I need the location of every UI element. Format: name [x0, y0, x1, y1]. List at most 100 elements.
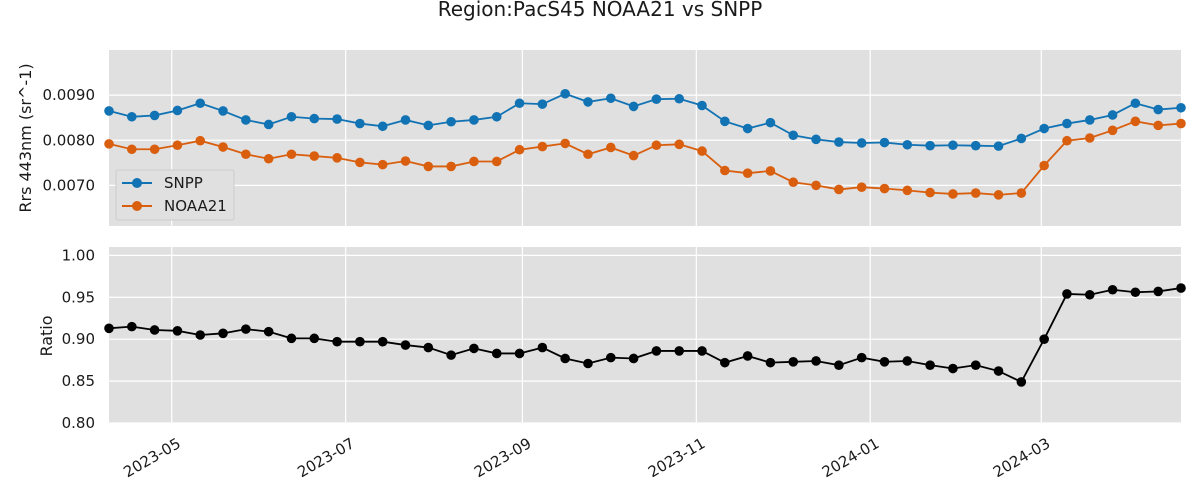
y-tick-label: 0.0070 — [43, 176, 96, 194]
data-point — [491, 156, 502, 167]
data-point — [263, 119, 274, 130]
data-point — [560, 88, 570, 99]
data-point — [469, 343, 479, 354]
legend-label-snpp: SNPP — [164, 174, 203, 192]
data-point — [765, 117, 776, 128]
data-point — [400, 115, 411, 125]
data-point — [1153, 286, 1163, 297]
data-point — [1062, 118, 1072, 129]
data-point — [605, 93, 616, 104]
data-point — [993, 366, 1004, 376]
data-point — [218, 328, 228, 339]
data-point — [651, 94, 662, 104]
y-tick-label: 1.00 — [62, 246, 95, 264]
data-point — [446, 350, 456, 360]
data-point — [172, 326, 183, 336]
data-point — [377, 121, 388, 132]
panel-top-y-axis-label: Rrs 443nm (sr^-1) — [16, 63, 35, 212]
data-point — [446, 161, 456, 172]
data-point — [902, 356, 913, 366]
data-point — [423, 342, 434, 353]
data-point — [1039, 160, 1049, 171]
data-point — [332, 336, 342, 347]
data-point — [241, 149, 251, 160]
data-point — [400, 340, 411, 350]
y-tick-label: 0.0090 — [43, 86, 96, 104]
data-point — [241, 115, 251, 125]
data-point — [628, 353, 639, 364]
x-tick-label: 2023-11 — [645, 434, 708, 481]
data-point — [309, 151, 320, 161]
chart-title: Region:PacS45 NOAA21 vs SNPP — [438, 0, 763, 21]
data-point — [241, 324, 251, 334]
data-point — [1153, 120, 1163, 131]
data-point — [879, 357, 890, 367]
data-point — [149, 325, 160, 335]
data-point — [1130, 98, 1141, 109]
data-point — [1016, 188, 1027, 198]
panel-top-series — [104, 88, 1186, 200]
data-point — [469, 156, 479, 167]
data-point — [765, 357, 776, 368]
data-point — [993, 190, 1004, 200]
data-point — [651, 140, 662, 151]
legend: SNPP NOAA21 — [115, 169, 235, 221]
data-point — [811, 356, 821, 366]
y-tick-label: 0.0080 — [43, 131, 96, 149]
data-point — [1084, 289, 1095, 300]
data-point — [970, 140, 981, 151]
data-point — [423, 120, 434, 131]
data-point — [423, 161, 434, 172]
data-point — [172, 105, 183, 116]
data-point — [697, 346, 707, 356]
data-point — [1176, 102, 1186, 113]
data-point — [605, 352, 616, 363]
data-point — [1062, 289, 1072, 299]
data-point — [1016, 133, 1027, 144]
data-point — [263, 153, 274, 164]
panel-bottom-y-ticks: 0.80 0.85 0.90 0.95 1.00 — [62, 246, 95, 432]
data-point — [1176, 283, 1186, 293]
data-point — [127, 321, 137, 332]
panel-bottom-background — [109, 247, 1181, 423]
data-point — [1062, 135, 1072, 146]
data-point — [1084, 133, 1095, 143]
data-point — [1130, 287, 1141, 298]
data-point — [514, 98, 525, 109]
data-point — [948, 140, 958, 151]
data-point — [1107, 284, 1118, 295]
data-point — [811, 180, 821, 191]
data-point — [309, 333, 320, 344]
data-point — [560, 353, 570, 364]
data-point — [104, 323, 114, 334]
data-point — [195, 98, 206, 109]
panel-top: 0.0070 0.0080 0.0090 Rrs 443nm (sr^-1) SNP… — [16, 50, 1186, 226]
data-point — [970, 360, 981, 370]
data-point — [856, 138, 867, 148]
data-point — [925, 360, 935, 370]
data-point — [377, 336, 388, 347]
data-point — [583, 97, 593, 107]
data-point — [195, 135, 206, 146]
data-point — [491, 111, 502, 122]
data-point — [970, 188, 981, 198]
data-point — [605, 142, 616, 153]
data-point — [834, 137, 844, 147]
data-point — [286, 333, 297, 344]
data-point — [583, 358, 593, 369]
data-point — [195, 330, 206, 340]
y-tick-label: 0.80 — [62, 414, 95, 432]
legend-marker-snpp — [132, 178, 142, 188]
data-point — [218, 106, 228, 116]
data-point — [514, 348, 525, 359]
data-point — [674, 346, 685, 356]
x-tick-label: 2024-03 — [990, 434, 1053, 481]
panel-top-y-ticks: 0.0070 0.0080 0.0090 — [43, 86, 96, 194]
panel-bottom-series — [104, 283, 1186, 387]
data-point — [1039, 334, 1049, 344]
y-tick-label: 0.85 — [62, 372, 95, 390]
data-point — [1107, 110, 1118, 120]
data-point — [811, 134, 821, 145]
data-point — [583, 149, 593, 160]
data-point — [469, 115, 479, 125]
